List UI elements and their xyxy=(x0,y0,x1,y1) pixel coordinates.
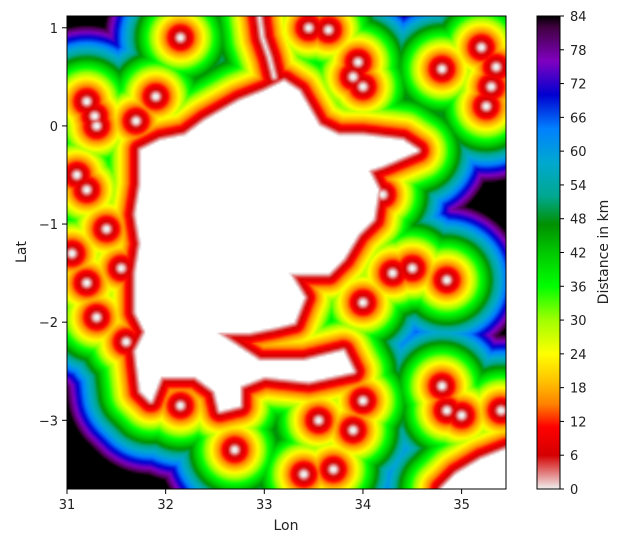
colorbar-label: Distance in km xyxy=(596,200,612,305)
colorbar-tick-label: 84 xyxy=(570,10,587,25)
y-axis-label: Lat xyxy=(14,241,30,263)
colorbar-tick-label: 60 xyxy=(570,145,587,160)
colorbar-tick-label: 30 xyxy=(570,314,587,329)
y-tick-label: 1 xyxy=(50,22,58,37)
y-tick-label: −2 xyxy=(39,316,58,331)
colorbar-tick-label: 66 xyxy=(570,111,587,126)
colorbar-tick-label: 78 xyxy=(570,44,587,59)
colorbar-tick-label: 18 xyxy=(570,382,587,397)
x-tick-label: 34 xyxy=(355,498,372,513)
y-tick-label: −3 xyxy=(39,414,58,429)
y-tick-label: −1 xyxy=(39,218,58,233)
x-tick-label: 32 xyxy=(157,498,174,513)
colorbar-tick-label: 48 xyxy=(570,213,587,228)
colorbar-tick-label: 6 xyxy=(570,449,578,464)
plot-area xyxy=(67,16,506,489)
colorbar-tick-label: 72 xyxy=(570,78,587,93)
colorbar-tick-label: 36 xyxy=(570,280,587,295)
plot-frame xyxy=(66,15,507,490)
colorbar-tick-label: 0 xyxy=(570,483,578,498)
colorbar-tick-label: 42 xyxy=(570,247,587,262)
colorbar xyxy=(536,15,561,490)
x-axis-label: Lon xyxy=(274,518,299,534)
y-tick-label: 0 xyxy=(50,120,58,135)
y-axis-ticks: 1 0 −1 −2 −3 xyxy=(39,22,67,429)
x-axis-ticks: 31 32 33 34 35 xyxy=(59,489,470,513)
colorbar-tick-label: 12 xyxy=(570,415,587,430)
x-tick-label: 33 xyxy=(256,498,273,513)
colorbar-tick-label: 24 xyxy=(570,348,587,363)
colorbar-ticks: 0 6 12 18 24 30 36 42 48 54 60 66 72 78 84 xyxy=(560,10,587,498)
x-tick-label: 35 xyxy=(453,498,470,513)
x-tick-label: 31 xyxy=(59,498,76,513)
distance-field-image xyxy=(67,16,506,489)
colorbar-tick-label: 54 xyxy=(570,179,587,194)
